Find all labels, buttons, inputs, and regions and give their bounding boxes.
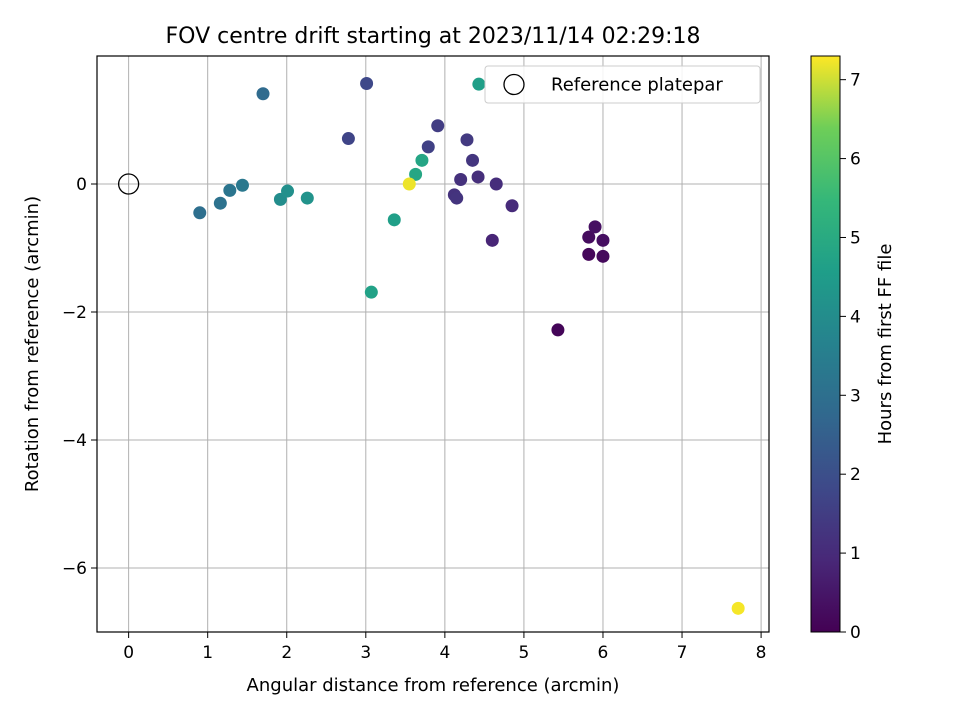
data-point — [256, 87, 270, 101]
colorbar-label: Hours from first FF file — [875, 244, 896, 445]
x-tick-label: 1 — [202, 643, 213, 663]
colorbar-ticks: 0 1 2 3 4 5 6 7 — [840, 71, 861, 643]
data-point — [193, 206, 207, 220]
data-point — [471, 170, 485, 184]
x-tick-label: 3 — [360, 643, 371, 663]
legend-label-reference: Reference platepar — [551, 75, 723, 96]
data-point — [472, 77, 486, 91]
x-tick-label: 0 — [123, 643, 134, 663]
data-point — [281, 184, 295, 198]
colorbar-tick-label: 3 — [850, 386, 861, 406]
colorbar-tick-label: 7 — [850, 71, 861, 91]
data-point — [431, 119, 445, 133]
data-point — [213, 196, 227, 210]
reference-legend-icon — [503, 73, 525, 96]
data-point — [341, 132, 355, 146]
x-tick-label: 6 — [598, 643, 609, 663]
data-point — [485, 233, 499, 247]
data-point — [454, 173, 468, 187]
colorbar-gradient — [810, 55, 841, 633]
y-axis-label: Rotation from reference (arcmin) — [22, 196, 43, 492]
y-tick-label: 0 — [76, 175, 87, 195]
x-tick-label: 8 — [756, 643, 767, 663]
colorbar-tick-label: 5 — [850, 228, 861, 248]
data-point — [402, 177, 416, 191]
data-point — [223, 183, 237, 197]
grid-lines — [97, 56, 769, 632]
data-point — [582, 247, 596, 261]
x-tick-label: 5 — [519, 643, 530, 663]
reference-marker-layer — [117, 173, 140, 195]
data-point — [582, 230, 596, 244]
x-axis-label: Angular distance from reference (arcmin) — [247, 675, 620, 696]
data-point — [731, 601, 745, 615]
data-point — [364, 285, 378, 299]
colorbar-tick-label: 2 — [850, 465, 861, 485]
data-point — [551, 323, 565, 337]
legend-box — [484, 65, 761, 104]
legend: Reference platepar — [484, 65, 761, 104]
data-point — [300, 191, 314, 205]
data-point — [360, 77, 374, 91]
data-point — [596, 249, 610, 263]
data-point — [235, 178, 249, 192]
x-tick-label: 2 — [281, 643, 292, 663]
data-point — [450, 191, 464, 205]
colorbar-tick-label: 0 — [850, 623, 861, 643]
chart-title: FOV centre drift starting at 2023/11/14 … — [166, 24, 701, 49]
data-point — [415, 153, 429, 167]
reference-platepar-marker — [117, 173, 140, 195]
colorbar-tick-label: 6 — [850, 150, 861, 170]
data-point — [421, 140, 435, 154]
data-point — [588, 220, 602, 234]
data-point — [460, 133, 474, 147]
y-tick-label: −4 — [62, 431, 87, 451]
data-point — [489, 177, 503, 191]
data-points — [193, 77, 745, 615]
data-point — [466, 153, 480, 167]
data-point — [596, 233, 610, 247]
plot-frame — [96, 55, 770, 633]
data-point — [409, 167, 423, 181]
x-tick-label: 7 — [677, 643, 688, 663]
data-point — [387, 213, 401, 227]
colorbar: 0 1 2 3 4 5 6 7 Hours from first FF file — [810, 55, 896, 643]
colorbar-tick-label: 4 — [850, 307, 861, 327]
colorbar-tick-label: 1 — [850, 544, 861, 564]
axis-ticks: 0 1 2 3 4 5 6 7 8 0 −2 −4 −6 — [62, 175, 767, 663]
x-tick-label: 4 — [439, 643, 450, 663]
y-tick-label: −6 — [62, 559, 87, 579]
y-tick-label: −2 — [62, 303, 87, 323]
data-point — [505, 199, 519, 213]
